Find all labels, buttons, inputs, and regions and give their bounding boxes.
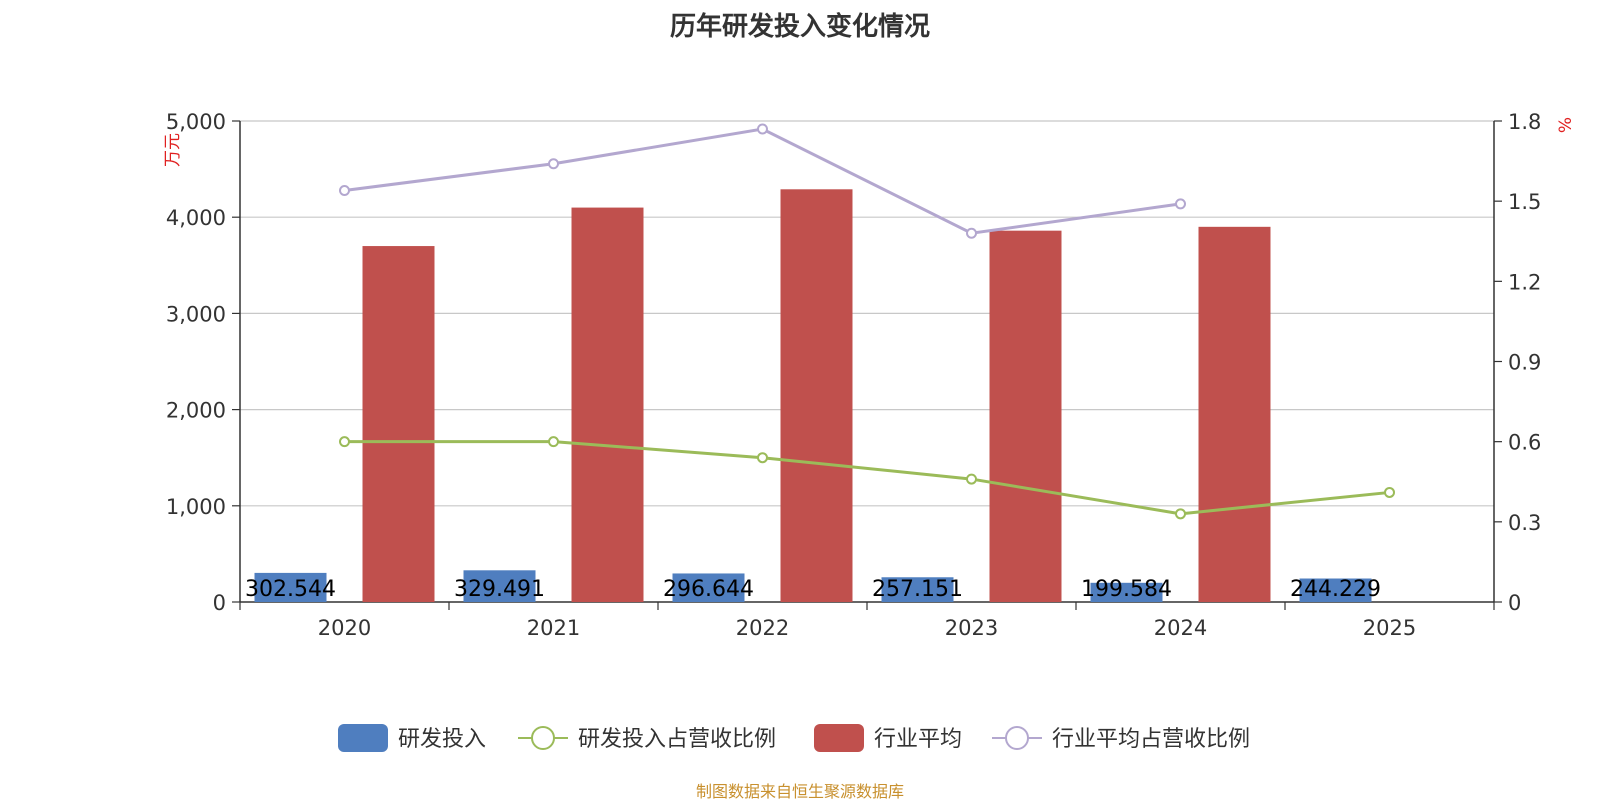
bar-rd-investment [1299,578,1372,602]
y-left-unit: 万元 [163,133,183,167]
bar-value-label: 302.544 [245,577,336,602]
legend-swatch [338,724,388,752]
legend-swatch-marker [531,726,555,750]
x-tick-label: 2023 [945,616,998,640]
bar-industry-average [362,246,435,602]
legend-swatch [814,724,864,752]
axes: 0 1,000 2,000 3,000 4,000 5,000 0 0.3 0.6 0.9 1.2 1… [163,110,1576,640]
legend-swatch-marker [1005,726,1029,750]
bar-rd-investment [672,573,745,602]
bar-industry-average [571,207,644,602]
y-right-tick-label: 0.9 [1508,351,1541,375]
line-point [1384,486,1395,498]
y-right-tick-label: 0 [1508,591,1521,615]
bar-industry-average [1198,226,1271,602]
y-left-tick-label: 3,000 [166,302,226,326]
y-right-tick-label: 0.6 [1508,431,1541,455]
chart-title: 历年研发投入变化情况 [669,12,930,42]
y-right-tick-label: 0.3 [1508,511,1541,535]
x-tick-label: 2025 [1363,616,1416,640]
y-left-tick-label: 4,000 [166,206,226,230]
x-tick-label: 2021 [527,616,580,640]
legend-label[interactable]: 行业平均 [874,727,962,752]
bar-industry-average [989,230,1062,602]
y-right-tick-label: 1.2 [1508,270,1541,294]
line-point [966,227,977,239]
legend-label[interactable]: 行业平均占营收比例 [1052,727,1250,752]
y-left-tick-label: 1,000 [166,495,226,519]
bar-rd-investment [463,570,536,602]
line-point [757,123,768,135]
bar-value-label: 199.584 [1081,577,1172,602]
bar-value-label: 244.229 [1290,577,1381,602]
legend-label[interactable]: 研发投入 [398,727,486,752]
legend: 研发投入 研发投入占营收比例 行业平均 行业平均占营收比例 [338,724,1250,752]
lines [339,123,1395,520]
bar-value-label: 296.644 [663,577,754,602]
source-note: 制图数据来自恒生聚源数据库 [695,782,904,801]
x-tick-label: 2020 [318,616,371,640]
bar-value-label: 329.491 [454,577,545,602]
y-right-tick-label: 1.8 [1508,110,1541,134]
legend-label[interactable]: 研发投入占营收比例 [578,727,776,752]
bar-value-label: 257.151 [872,577,963,602]
line-point [339,184,350,196]
gridlines [240,120,1494,507]
bar-rd-investment [254,572,327,602]
y-right-tick-label: 1.5 [1508,190,1541,214]
x-tick-label: 2024 [1154,616,1207,640]
line-point [1175,508,1186,520]
bar-industry-average [780,189,853,602]
y-right-unit: % [1556,117,1576,133]
x-tick-label: 2022 [736,616,789,640]
line-rd-ratio [344,440,1390,516]
data-labels: 302.544 329.491 296.644 257.151 199.584 244.2… [245,577,1381,602]
line-point [966,473,977,485]
line-point [339,436,350,448]
y-left-tick-label: 2,000 [166,399,226,423]
bar-rd-investment [881,577,954,602]
line-point [548,158,559,170]
line-point [548,436,559,448]
bars [254,189,1372,602]
line-point [757,452,768,464]
line-point [1175,198,1186,210]
y-left-tick-label: 0 [213,591,226,615]
y-left-tick-label: 5,000 [166,110,226,134]
bar-rd-investment [1090,582,1163,602]
